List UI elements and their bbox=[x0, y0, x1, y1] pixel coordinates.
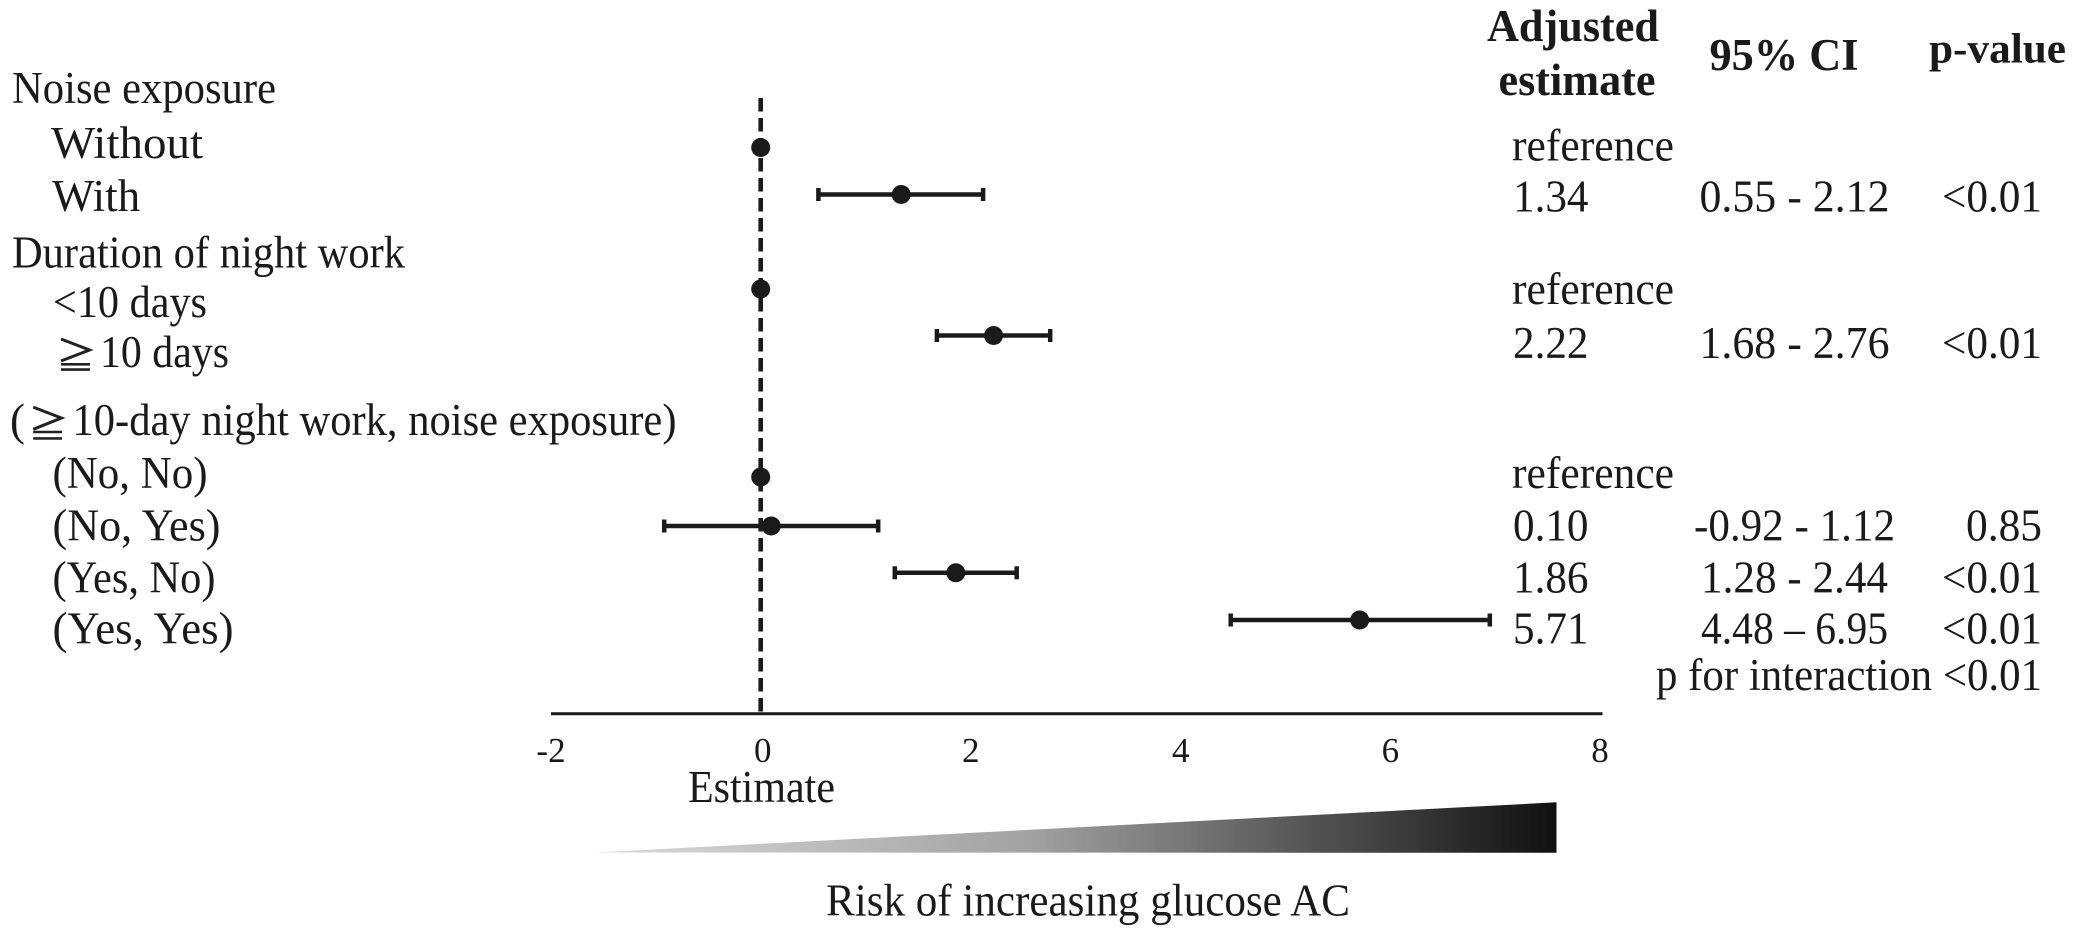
svg-text:5.71: 5.71 bbox=[1513, 604, 1589, 654]
svg-text:p-value: p-value bbox=[1929, 27, 2066, 73]
svg-text:-2: -2 bbox=[536, 731, 565, 770]
svg-text:4.48 – 6.95: 4.48 – 6.95 bbox=[1701, 604, 1888, 654]
svg-text:95% CI: 95% CI bbox=[1710, 30, 1859, 80]
svg-text:<0.01: <0.01 bbox=[1942, 172, 2042, 222]
svg-text:4: 4 bbox=[1172, 731, 1190, 770]
svg-text:reference: reference bbox=[1512, 448, 1674, 498]
svg-text:0.85: 0.85 bbox=[1966, 501, 2042, 551]
svg-text:With: With bbox=[52, 171, 140, 221]
svg-text:reference: reference bbox=[1512, 121, 1674, 171]
svg-text:2: 2 bbox=[962, 731, 980, 770]
svg-text:6: 6 bbox=[1382, 731, 1400, 770]
svg-text:2.22: 2.22 bbox=[1513, 318, 1589, 368]
svg-text:10 days: 10 days bbox=[100, 327, 229, 377]
svg-text:<0.01: <0.01 bbox=[1942, 604, 2042, 654]
svg-text:1.86: 1.86 bbox=[1513, 553, 1589, 603]
svg-text:0: 0 bbox=[754, 731, 772, 770]
svg-text:reference: reference bbox=[1512, 264, 1674, 314]
svg-text:Risk of increasing glucose AC: Risk of increasing glucose AC bbox=[826, 874, 1350, 925]
svg-text:(No, No): (No, No) bbox=[53, 448, 208, 498]
svg-text:0.55 - 2.12: 0.55 - 2.12 bbox=[1700, 172, 1890, 222]
svg-text:Estimate: Estimate bbox=[688, 762, 835, 812]
svg-text:(Yes, Yes): (Yes, Yes) bbox=[53, 604, 234, 654]
svg-text:10-day night work, noise expos: 10-day night work, noise exposure) bbox=[73, 395, 677, 445]
svg-text:<0.01: <0.01 bbox=[1942, 553, 2042, 603]
svg-text:1.28 - 2.44: 1.28 - 2.44 bbox=[1701, 553, 1888, 603]
svg-text:Noise exposure: Noise exposure bbox=[12, 63, 276, 113]
svg-text:(No, Yes): (No, Yes) bbox=[53, 501, 221, 551]
svg-text:1.68 - 2.76: 1.68 - 2.76 bbox=[1700, 318, 1890, 368]
svg-text:Without: Without bbox=[51, 118, 204, 168]
svg-text:0.10: 0.10 bbox=[1513, 501, 1589, 551]
svg-text:estimate: estimate bbox=[1499, 55, 1656, 105]
svg-text:(Yes, No): (Yes, No) bbox=[53, 553, 216, 603]
svg-text:Adjusted: Adjusted bbox=[1487, 1, 1659, 51]
svg-text:p for interaction <0.01: p for interaction <0.01 bbox=[1656, 650, 2042, 700]
svg-text:Duration of night work: Duration of night work bbox=[12, 228, 405, 278]
svg-text:<0.01: <0.01 bbox=[1942, 318, 2042, 368]
svg-text:8: 8 bbox=[1591, 731, 1609, 770]
svg-text:(: ( bbox=[10, 395, 25, 445]
svg-text:<10 days: <10 days bbox=[53, 277, 207, 327]
svg-text:1.34: 1.34 bbox=[1513, 172, 1589, 222]
svg-text:-0.92 - 1.12: -0.92 - 1.12 bbox=[1694, 501, 1895, 551]
